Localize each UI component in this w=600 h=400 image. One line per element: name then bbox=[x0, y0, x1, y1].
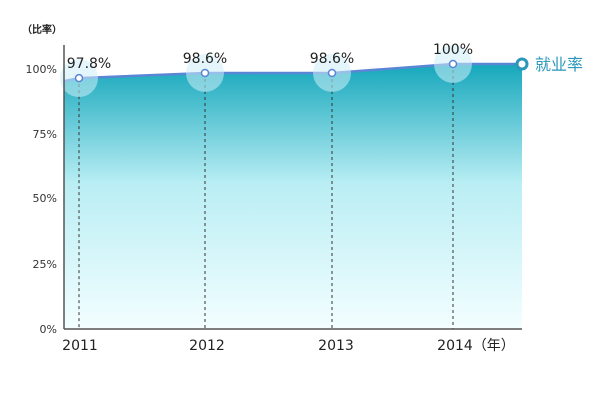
data-label: 98.6% bbox=[310, 51, 354, 67]
data-label: 98.6% bbox=[183, 51, 227, 67]
y-axis-unit-label: （比率） bbox=[22, 23, 62, 36]
y-tick-label: 0% bbox=[40, 323, 57, 336]
data-point bbox=[200, 68, 210, 78]
x-tick-label: 2011 bbox=[62, 338, 98, 354]
legend: 就业率 bbox=[514, 55, 583, 74]
y-tick-label: 50% bbox=[33, 192, 57, 205]
area-layer bbox=[64, 64, 522, 329]
data-point bbox=[448, 59, 458, 69]
x-tick-label: 2012 bbox=[189, 338, 225, 354]
x-tick-label: 2013 bbox=[318, 338, 354, 354]
drop-lines bbox=[78, 64, 454, 329]
y-tick-label: 25% bbox=[33, 258, 57, 271]
y-tick-label: 100% bbox=[26, 63, 57, 76]
x-tick-label: 2014（年） bbox=[437, 338, 515, 354]
y-tick-label: 75% bbox=[33, 128, 57, 141]
legend-marker bbox=[515, 57, 529, 71]
data-label: 97.8% bbox=[67, 56, 111, 72]
data-point bbox=[327, 68, 337, 78]
x-axis-ticks: 2011 2012 2013 2014（年） bbox=[62, 338, 515, 354]
points-layer bbox=[60, 45, 472, 98]
area-fill bbox=[64, 64, 522, 329]
data-point bbox=[74, 73, 84, 83]
y-axis-ticks: 0% 25% 50% 75% 100% bbox=[26, 63, 57, 336]
data-labels: 97.8% 98.6% 98.6% 100% bbox=[67, 42, 473, 72]
legend-label: 就业率 bbox=[535, 55, 583, 74]
data-label: 100% bbox=[433, 42, 473, 58]
